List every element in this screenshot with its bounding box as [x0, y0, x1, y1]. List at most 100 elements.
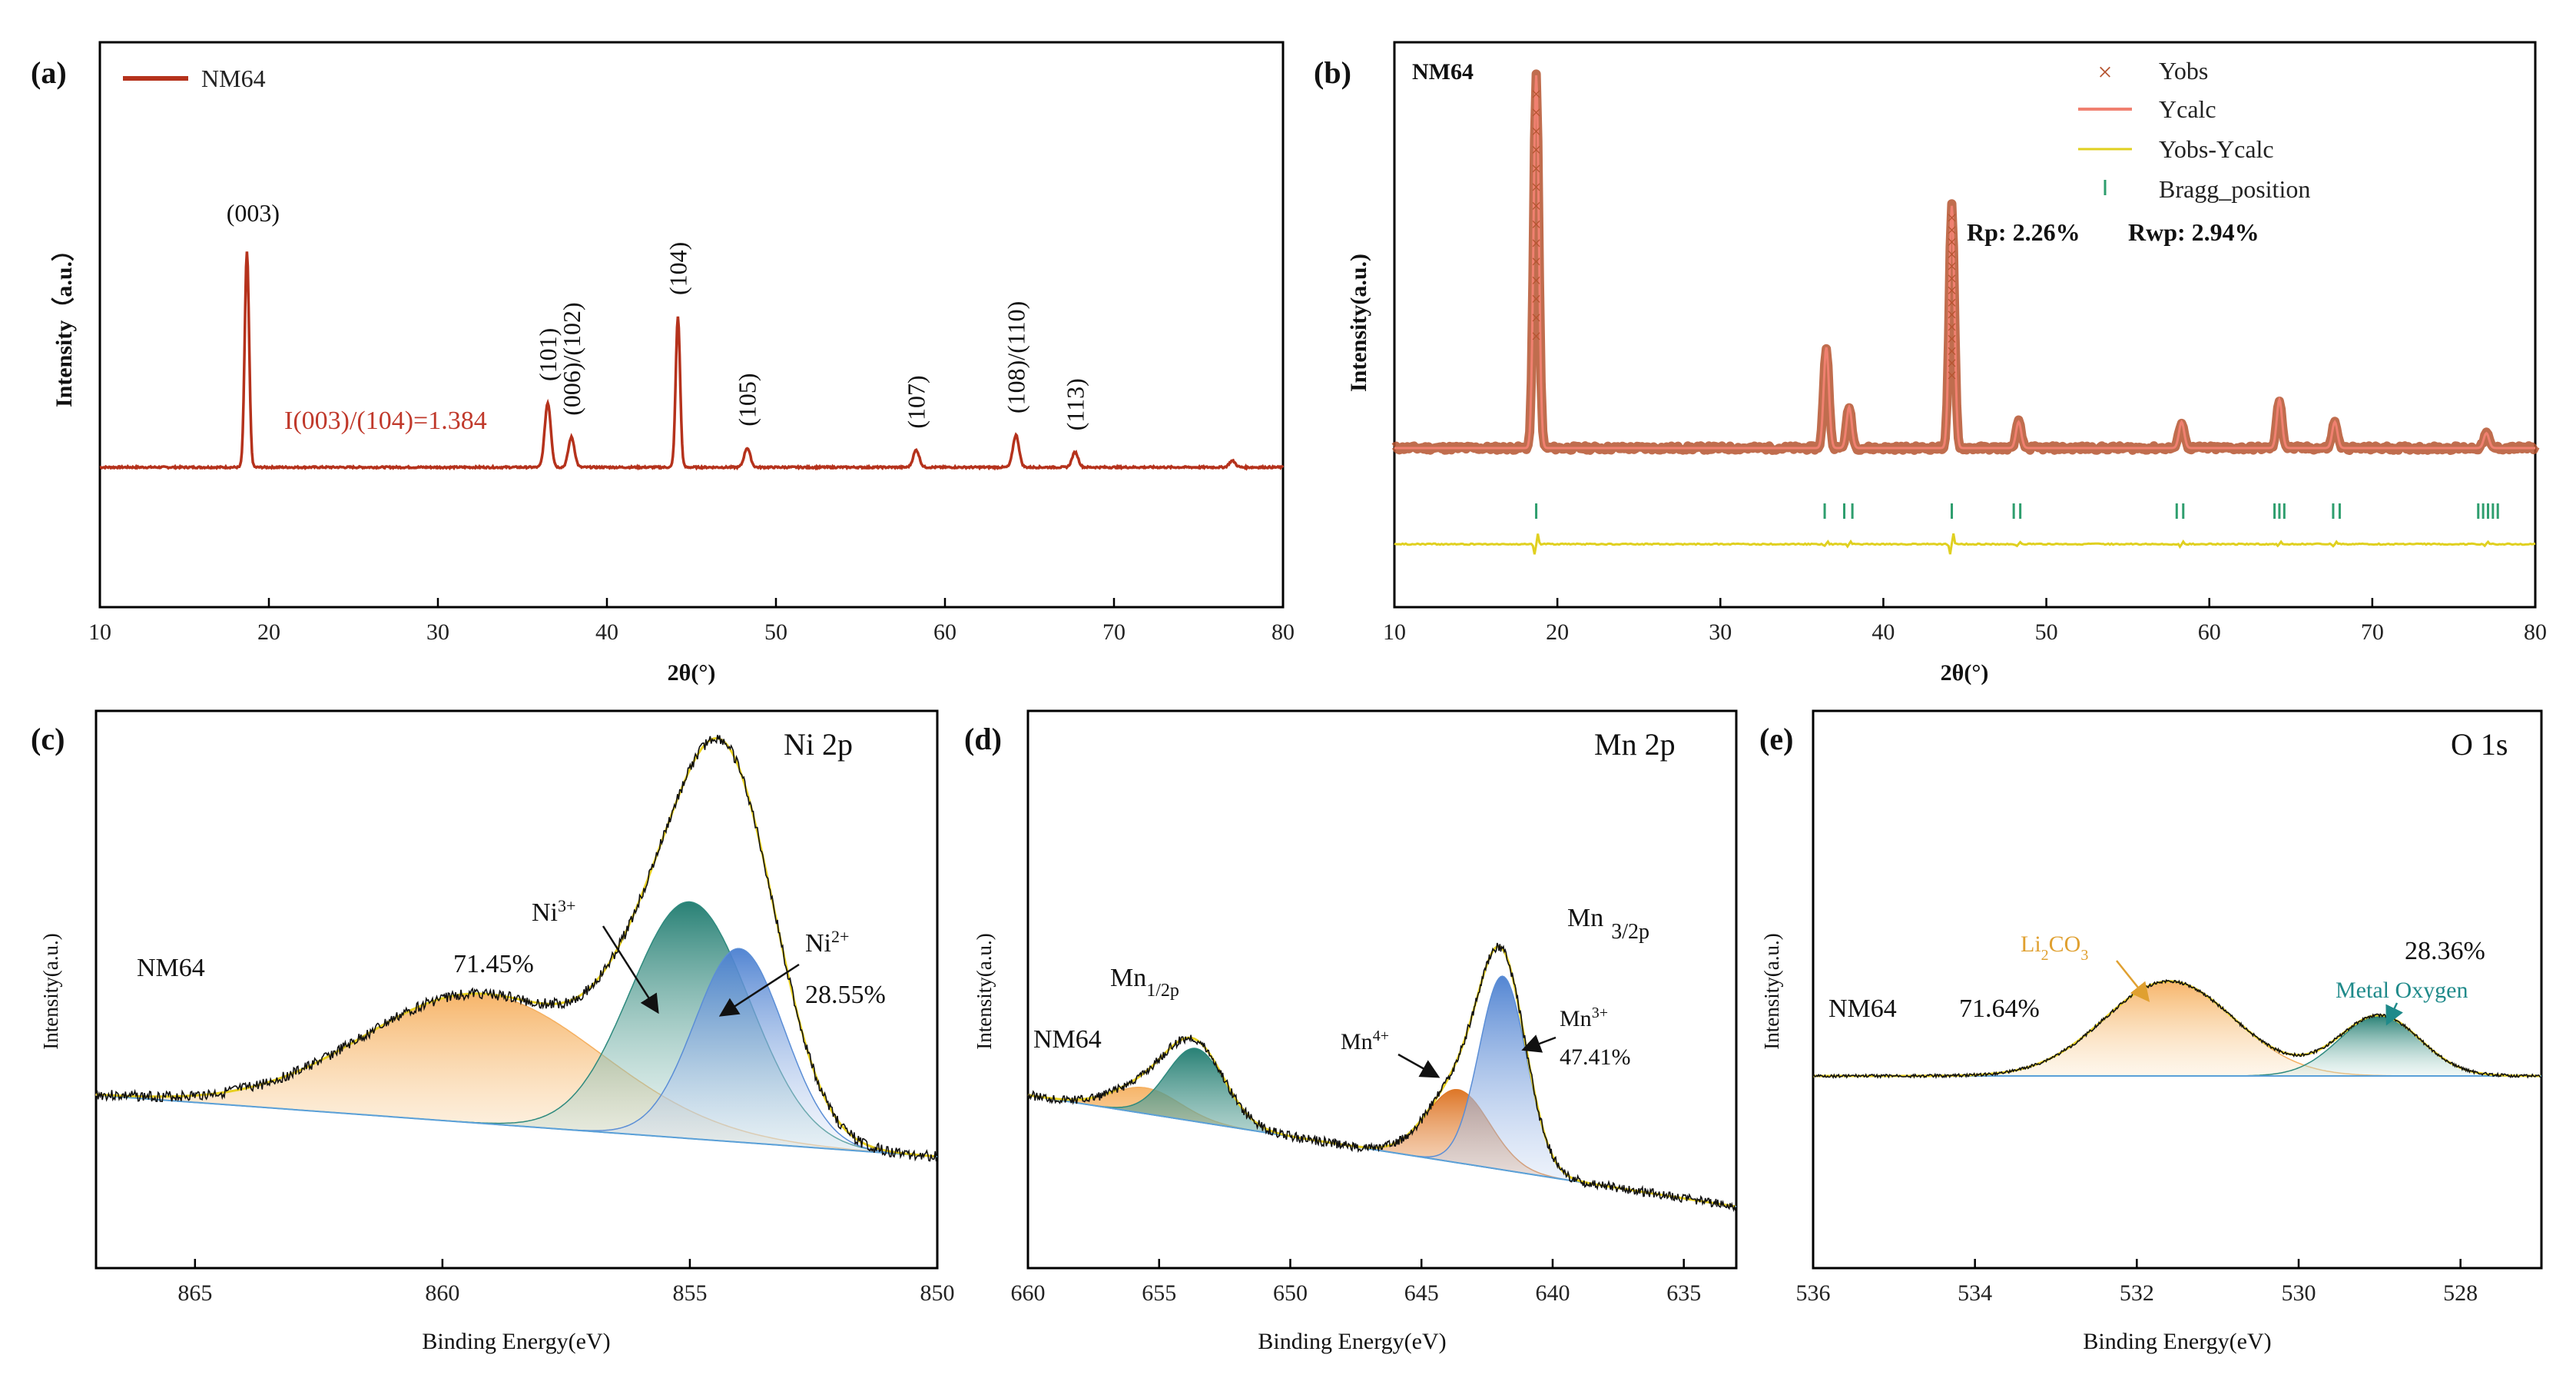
- panel-c-frame: [94, 709, 939, 1270]
- ni2-percent: 28.55%: [805, 981, 886, 1009]
- peak-label: (006)/(102): [558, 302, 585, 416]
- panel-b-letter: (b): [1314, 55, 1351, 90]
- xtick-label: 70: [1102, 619, 1126, 645]
- panel-d-frame: [1026, 709, 1738, 1270]
- yobs-points: [1391, 69, 2540, 455]
- ni2-label: Ni2+: [805, 927, 849, 958]
- li-text-a: Li: [2021, 931, 2041, 957]
- yobs-marker: ×: [1947, 354, 1958, 374]
- mn3-arrow: [1521, 1034, 1557, 1053]
- mn3-label-sup: 3+: [1592, 1004, 1608, 1021]
- panel-d-mn2p: (d) Mn 2p NM64 Mn1/2p Mn 3/2p Mn4+ Mn3+ 4…: [964, 709, 1738, 1354]
- mn3-percent: 47.41%: [1560, 1044, 1631, 1070]
- xtick-label: 640: [1535, 1280, 1570, 1306]
- panel-a-peak-labels: (003) (101)(006)/(102) (104) (105) (107) (108…: [227, 199, 1089, 430]
- difference-line: [1394, 533, 2536, 555]
- xrd-pattern-line: [99, 251, 1285, 471]
- envelope-line: [1027, 945, 1736, 1208]
- yobs-marker: ×: [1947, 245, 1958, 265]
- xtick-label: 865: [177, 1280, 212, 1306]
- xtick-label: 528: [2443, 1280, 2478, 1306]
- panel-e-frame: [1812, 709, 2543, 1270]
- yobs-marker: ×: [1531, 104, 1542, 124]
- panel-b-refinement: (b) NM64 ×××××××××××××××××××××××××××× × …: [1314, 41, 2547, 686]
- mn12-label: Mn1/2p: [1110, 964, 1179, 1001]
- xtick-label: 534: [1958, 1280, 1992, 1306]
- raw-spectrum-line: [95, 735, 937, 1162]
- panel-a-legend-label: NM64: [201, 65, 266, 92]
- panel-a-frame: [98, 41, 1285, 609]
- panel-c-sample: NM64: [137, 954, 205, 982]
- peak-label: (104): [664, 242, 691, 295]
- legend-yobs-label: Yobs: [2159, 57, 2208, 85]
- xtick-label: 645: [1404, 1280, 1439, 1306]
- ni2-arrow: [718, 963, 800, 1017]
- xtick-label: 40: [1871, 619, 1895, 645]
- xtick-label: 635: [1666, 1280, 1701, 1306]
- mn12-label-sub: 1/2p: [1146, 981, 1179, 1001]
- xtick-label: 530: [2282, 1280, 2316, 1306]
- panel-a-series: [99, 251, 1285, 471]
- xtick-label: 660: [1011, 1280, 1046, 1306]
- panel-c-title: Ni 2p: [784, 727, 853, 762]
- panel-d-xlabel: Binding Energy(eV): [1258, 1329, 1446, 1354]
- xtick-label: 850: [920, 1280, 955, 1306]
- xtick-label: 80: [1271, 619, 1295, 645]
- li-text-b: CO: [2049, 931, 2081, 957]
- panel-b-series: ××××××××××××××××××××××××××××: [1391, 69, 2540, 555]
- panel-c-xticks: 865 860 855 850: [177, 1259, 955, 1306]
- yobs-marker: ×: [1947, 269, 1958, 289]
- panel-e-title: O 1s: [2451, 727, 2508, 762]
- raw-spectrum-line: [1027, 942, 1736, 1213]
- mn4-label: Mn4+: [1341, 1028, 1389, 1054]
- peak-label: (113): [1061, 378, 1089, 430]
- panel-e-o1s: (e) O 1s NM64 71.64% Li2CO3 28.36% Metal…: [1759, 709, 2543, 1354]
- xtick-label: 30: [1709, 619, 1732, 645]
- component-peak: [1027, 1048, 1737, 1207]
- xtick-label: 50: [764, 619, 787, 645]
- xtick-label: 60: [2198, 619, 2221, 645]
- mn4-arrow: [1397, 1053, 1441, 1078]
- xtick-label: 655: [1142, 1280, 1176, 1306]
- yobs-marker: ×: [1531, 271, 1542, 291]
- peak-label: (101): [534, 328, 562, 381]
- xtick-label: 40: [595, 619, 618, 645]
- yobs-marker: ×: [1531, 141, 1542, 161]
- li2co3-label: Li2CO3: [2021, 931, 2088, 964]
- xtick-label: 60: [933, 619, 956, 645]
- ni3-arrow: [602, 925, 659, 1014]
- panel-a-xlabel: 2θ(°): [668, 660, 716, 686]
- panel-d-ylabel: Intensity(a.u.): [973, 933, 996, 1049]
- li2co3-arrow: [2116, 960, 2150, 1002]
- mn3-label: Mn3+: [1560, 1004, 1608, 1031]
- peak-label: (105): [734, 373, 761, 426]
- panel-a-xrd: (a) NM64 (003) (101)(006)/(102) (104) (105)…: [31, 41, 1295, 686]
- xtick-label: 50: [2035, 619, 2058, 645]
- li-sub-1: 2: [2041, 947, 2049, 964]
- xtick-label: 532: [2120, 1280, 2154, 1306]
- yobs-marker: ×: [1947, 209, 1958, 229]
- panel-a-ratio-label: I(003)/(104)=1.384: [284, 407, 487, 435]
- yobs-marker: ×: [1947, 330, 1958, 350]
- yobs-marker: ×: [1947, 366, 1958, 386]
- panel-d-letter: (d): [964, 722, 1002, 756]
- xtick-label: 20: [257, 619, 280, 645]
- yobs-marker: ×: [1531, 308, 1542, 328]
- panel-e-xticks: 536 534 532 530 528: [1796, 1259, 2478, 1306]
- raw-spectrum-line: [1812, 978, 2541, 1080]
- panel-b-legend: × Yobs Ycalc Yobs-Ycalc Bragg_position: [2078, 57, 2310, 203]
- yobs-marker: ×: [1531, 234, 1542, 254]
- mn32-label-sub: 3/2p: [1611, 920, 1649, 944]
- panel-d-title: Mn 2p: [1594, 727, 1676, 762]
- ni2-label-text: Ni: [805, 929, 831, 958]
- yobs-marker: ×: [1531, 178, 1542, 198]
- yobs-marker: ×: [1947, 281, 1958, 301]
- panel-c-letter: (c): [31, 722, 65, 756]
- panel-e-series: [1812, 978, 2541, 1080]
- panel-c-xlabel: Binding Energy(eV): [422, 1329, 610, 1354]
- panel-b-ylabel: Intensity(a.u.): [1346, 254, 1371, 392]
- legend-yobs-marker: ×: [2097, 58, 2112, 87]
- panel-b-xlabel: 2θ(°): [1941, 660, 1989, 686]
- mn12-label-text: Mn: [1110, 964, 1146, 992]
- mn3-label-text: Mn: [1560, 1006, 1592, 1031]
